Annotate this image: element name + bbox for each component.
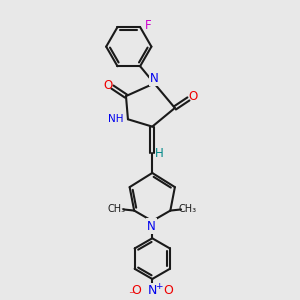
Text: N: N bbox=[150, 72, 159, 85]
Text: O: O bbox=[131, 284, 141, 297]
Text: ⁻: ⁻ bbox=[128, 290, 135, 300]
Text: O: O bbox=[103, 79, 112, 92]
Text: O: O bbox=[164, 284, 174, 297]
Text: N: N bbox=[148, 284, 158, 297]
Text: O: O bbox=[189, 90, 198, 104]
Text: CH₃: CH₃ bbox=[179, 204, 197, 214]
Text: NH: NH bbox=[108, 114, 124, 124]
Text: H: H bbox=[155, 147, 164, 160]
Text: N: N bbox=[147, 220, 156, 232]
Text: CH₃: CH₃ bbox=[108, 204, 126, 214]
Text: +: + bbox=[155, 282, 162, 291]
Text: F: F bbox=[145, 19, 151, 32]
